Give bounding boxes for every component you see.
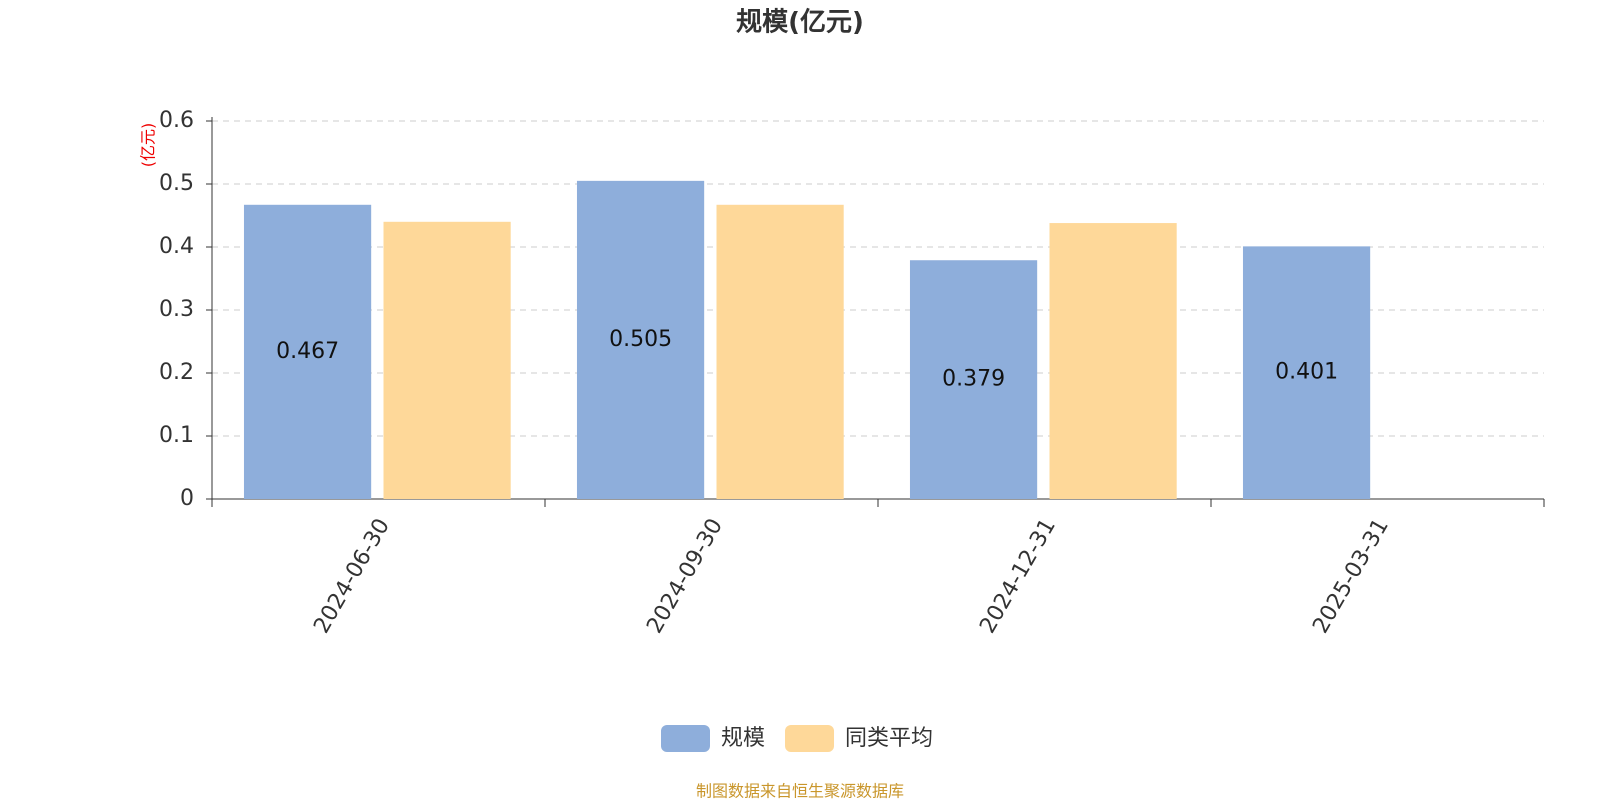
bar <box>716 204 844 500</box>
bar <box>383 221 511 500</box>
data-label: 0.467 <box>276 339 339 364</box>
y-tick-label: 0.4 <box>159 234 194 259</box>
legend-label[interactable]: 规模 <box>721 726 765 751</box>
bar <box>1049 223 1177 499</box>
data-label: 0.505 <box>609 327 672 352</box>
y-tick-label: 0.6 <box>159 108 194 133</box>
x-tick-label: 2024-06-30 <box>309 515 395 638</box>
chart-title: 规模(亿元) <box>736 8 864 38</box>
y-tick-label: 0.3 <box>159 297 194 322</box>
data-label: 0.379 <box>942 367 1005 392</box>
bar <box>909 260 1038 499</box>
x-tick-label: 2024-12-31 <box>975 515 1061 638</box>
bar <box>243 204 372 500</box>
y-tick-label: 0.1 <box>159 423 194 448</box>
y-tick-label: 0.2 <box>159 360 194 385</box>
y-tick-label: 0.5 <box>159 171 194 196</box>
legend-label[interactable]: 同类平均 <box>845 726 933 751</box>
x-tick-label: 2025-03-31 <box>1308 515 1394 638</box>
y-tick-label: 0 <box>180 486 194 511</box>
x-tick-label: 2024-09-30 <box>642 515 728 638</box>
bar <box>1242 246 1371 499</box>
source-note: 制图数据来自恒生聚源数据库 <box>696 782 904 800</box>
data-label: 0.401 <box>1275 360 1338 385</box>
y-unit: (亿元) <box>139 123 158 168</box>
legend-swatch[interactable] <box>661 725 710 752</box>
legend-swatch[interactable] <box>785 725 835 752</box>
bar <box>576 180 705 499</box>
